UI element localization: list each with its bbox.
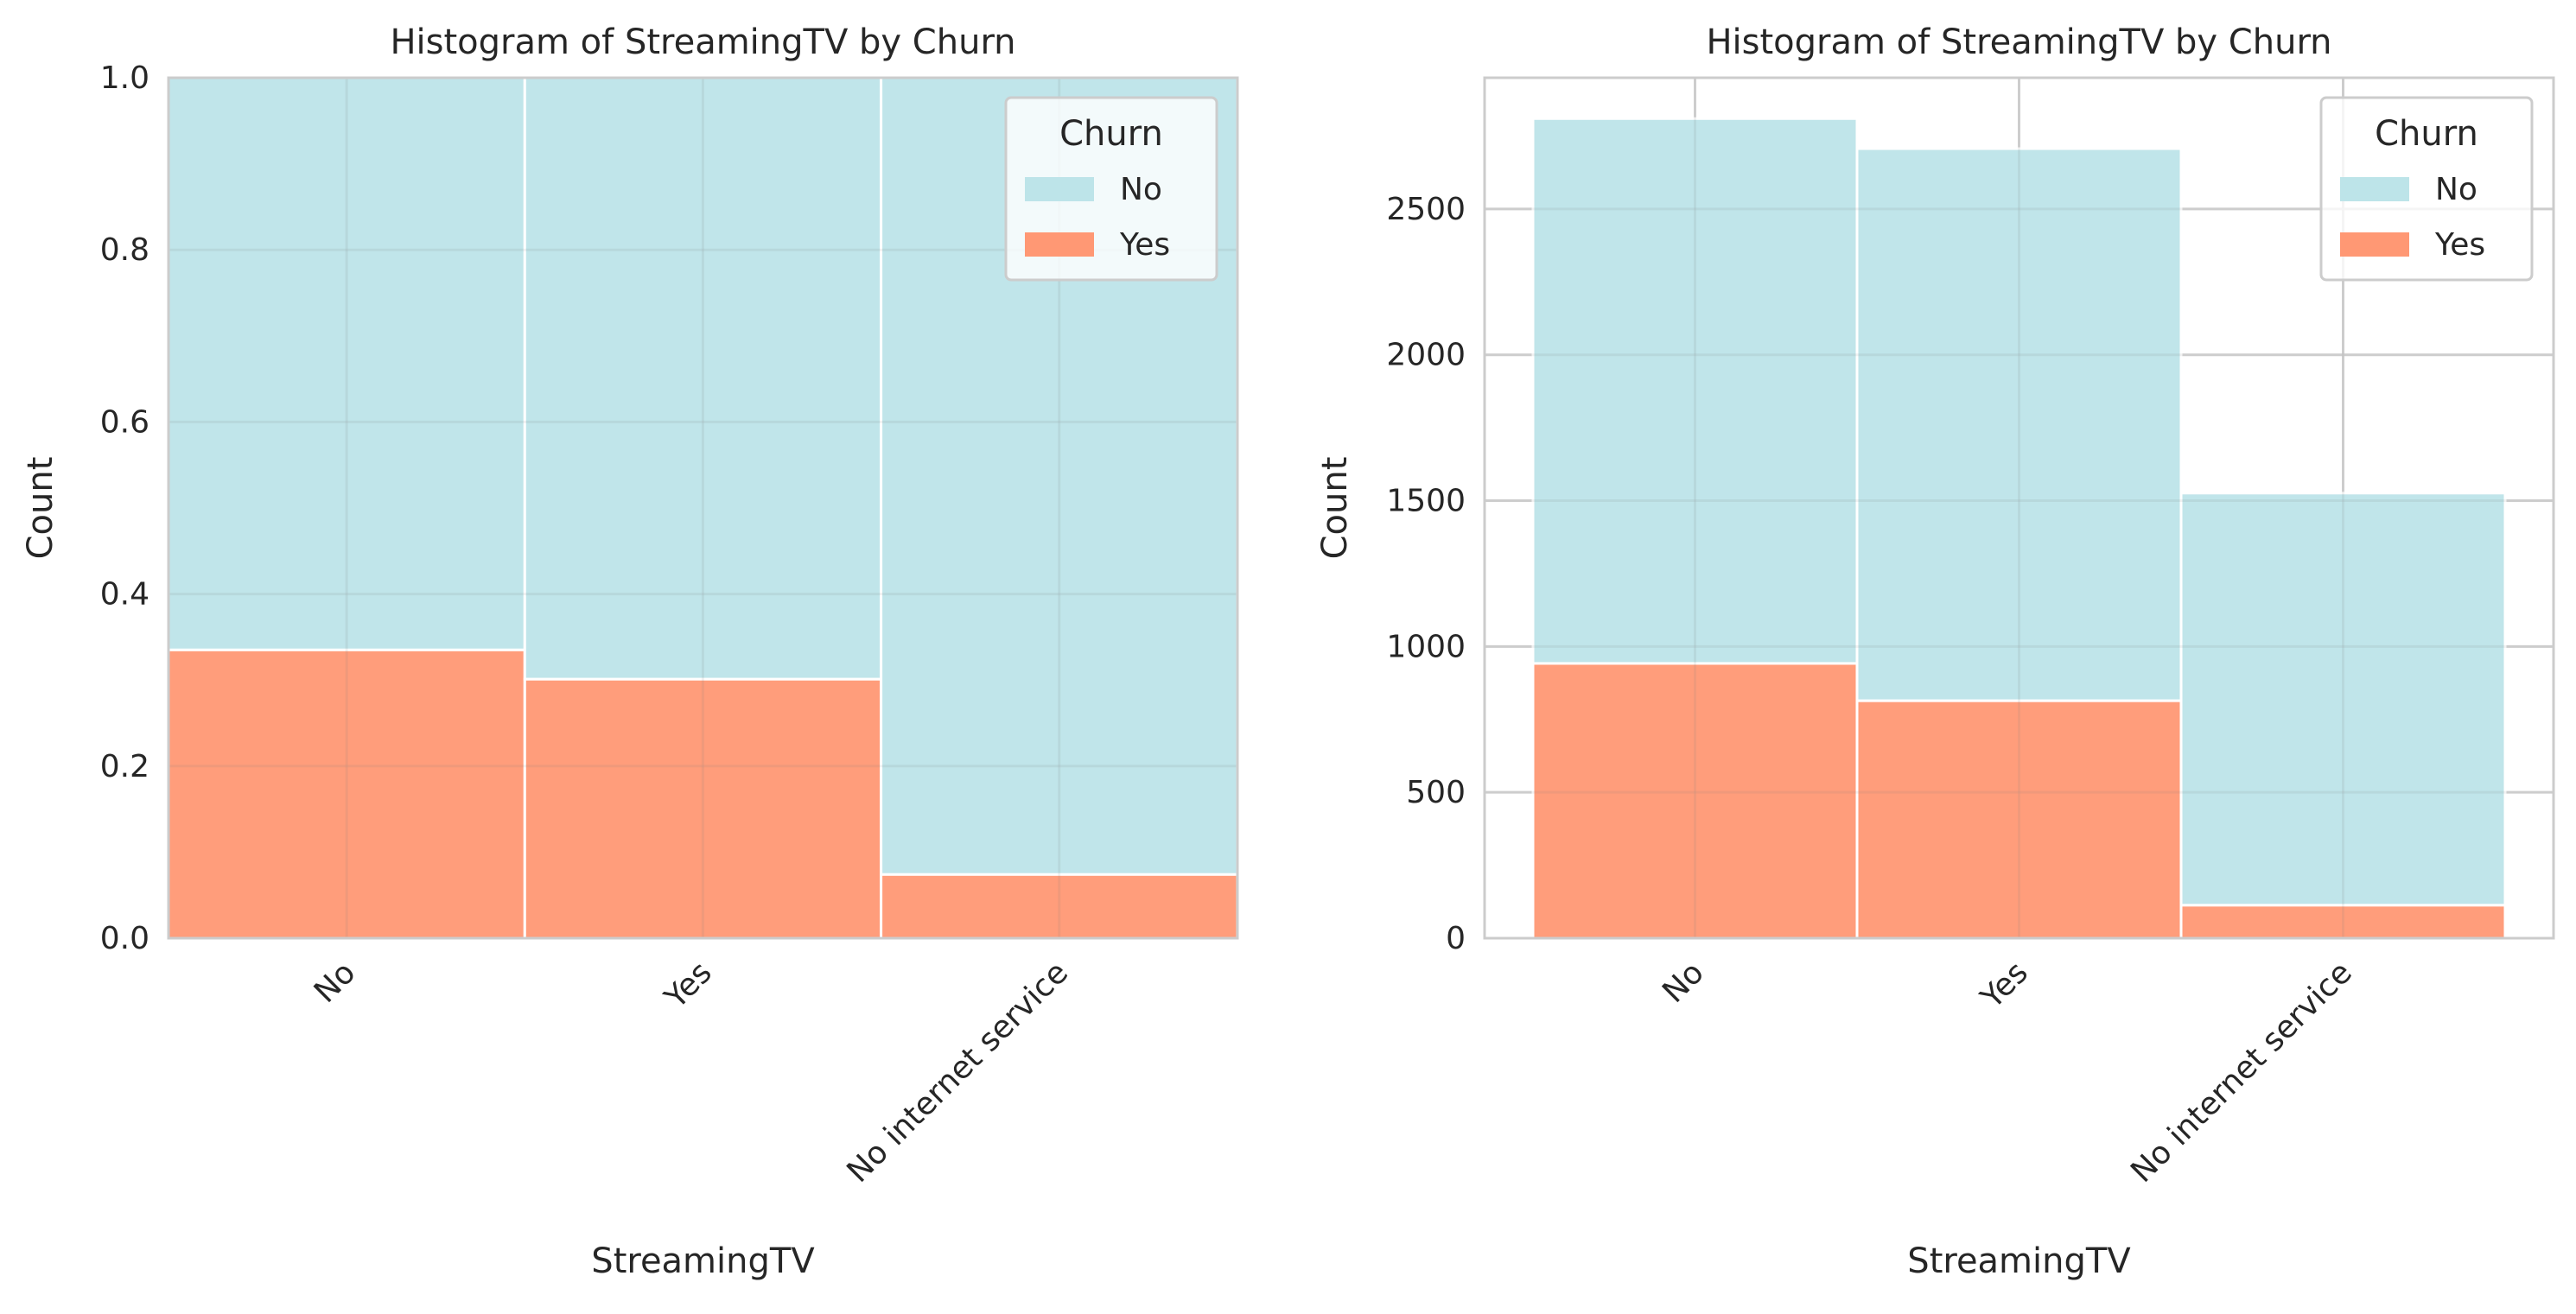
legend: Churn No Yes: [1004, 96, 1218, 282]
y-tick-label: 1.0: [100, 60, 149, 96]
bar-yes-2: [1855, 699, 2183, 940]
legend: Churn No Yes: [2319, 96, 2534, 282]
y-axis-label: Count: [21, 457, 60, 560]
bar-yes-1: [167, 648, 526, 940]
y-tick-label: 0.6: [100, 404, 149, 440]
plot-frame: [1483, 76, 2555, 940]
legend-label-no: No: [1120, 172, 1162, 207]
y-tick-label: 1500: [1386, 484, 1466, 519]
y-tick-label: 2000: [1386, 338, 1466, 373]
y-tick-label: 0.8: [100, 232, 149, 268]
legend-swatch-yes: [1025, 232, 1094, 257]
legend-swatch-no: [1025, 177, 1094, 201]
y-tick-label: 0.2: [100, 749, 149, 784]
x-tick-label: No: [308, 955, 363, 1010]
legend-label-yes: Yes: [2434, 227, 2485, 263]
y-tick-label: 0: [1446, 921, 1466, 956]
chart-title: Histogram of StreamingTV by Churn: [390, 22, 1015, 62]
x-tick-label: No: [1656, 955, 1711, 1010]
x-axis-label: StreamingTV: [591, 1241, 815, 1281]
y-axis-label: Count: [1315, 457, 1355, 560]
bar-no-2: [1855, 147, 2183, 702]
y-tick-label: 0.0: [100, 921, 149, 956]
legend-title: Churn: [2375, 114, 2478, 154]
bar-yes-2: [523, 677, 883, 940]
legend-label-no: No: [2435, 172, 2477, 207]
legend-swatch-yes: [2340, 232, 2409, 257]
y-tick-label: 0.4: [100, 577, 149, 613]
y-tick-label: 1000: [1386, 629, 1466, 664]
legend-title: Churn: [1059, 114, 1163, 154]
bar-yes-3: [2179, 904, 2507, 940]
legend-label-yes: Yes: [1119, 227, 1170, 263]
y-tick-label: 2500: [1386, 192, 1466, 227]
chart-panel-2: 0 500 1000 1500 2000 2500 No Yes No internet ser…: [1315, 22, 2555, 1281]
bar-no-3: [2179, 492, 2507, 907]
chart-title: Histogram of StreamingTV by Churn: [1706, 22, 2331, 62]
x-tick-label: No internet service: [840, 955, 1075, 1190]
x-tick-label: No internet service: [2124, 955, 2359, 1190]
bar-no-1: [1531, 117, 1859, 665]
chart-panel-1: 0.0 0.2 0.4 0.6 0.8 1.0 No Yes No internet servi…: [21, 22, 1239, 1281]
bar-no-1: [167, 76, 526, 651]
plot-frame: [167, 76, 1239, 940]
x-axis-label: StreamingTV: [1907, 1241, 2131, 1281]
y-tick-label: 500: [1406, 775, 1466, 810]
legend-swatch-no: [2340, 177, 2409, 201]
x-tick-label: Yes: [658, 955, 719, 1016]
bar-yes-1: [1531, 662, 1859, 940]
x-tick-label: Yes: [1974, 955, 2035, 1016]
